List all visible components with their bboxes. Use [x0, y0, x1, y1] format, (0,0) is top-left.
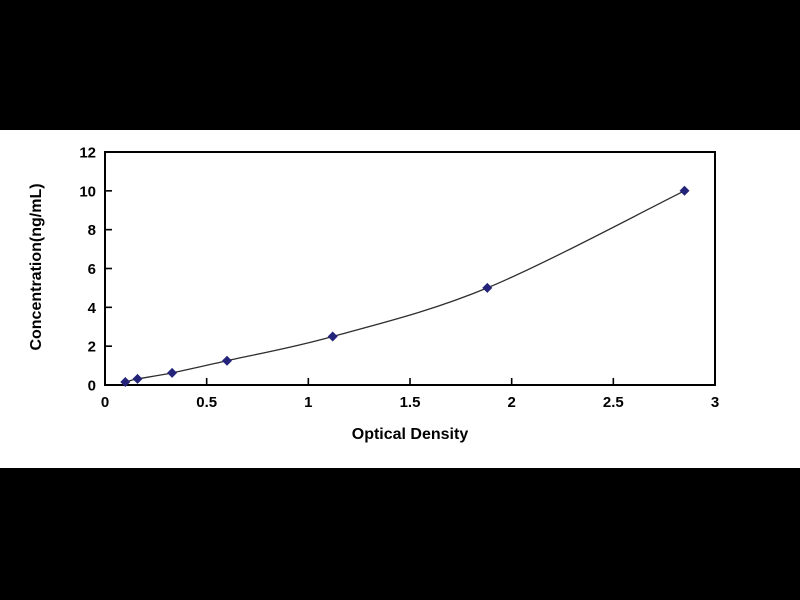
- x-tick-label: 2.5: [603, 394, 624, 411]
- x-axis-title: Optical Density: [351, 426, 469, 443]
- y-tick-label: 6: [88, 261, 96, 278]
- y-tick-label: 12: [79, 145, 96, 162]
- y-tick-label: 4: [88, 300, 97, 317]
- y-tick-label: 10: [79, 183, 96, 200]
- x-tick-label: 3: [711, 394, 719, 411]
- x-tick-label: 2: [507, 394, 515, 411]
- plot-border: [104, 151, 716, 386]
- chart-svg: 0 0.5 1 1.5 2 2.5 3 0 2 4 6 8 10 12: [79, 145, 719, 412]
- data-point-marker: [167, 367, 178, 378]
- y-tick-label: 0: [88, 378, 96, 395]
- data-point-marker: [482, 282, 493, 293]
- x-tick-label: 1.5: [400, 394, 421, 411]
- x-tick-label: 0.5: [196, 394, 217, 411]
- data-point-marker: [132, 373, 143, 384]
- series-line-standard-curve: [125, 190, 685, 383]
- chart-panel: 0 0.5 1 1.5 2 2.5 3 0 2 4 6 8 10 12 Optical Density C…: [0, 130, 800, 468]
- data-point-marker: [120, 377, 131, 387]
- data-point-marker: [679, 185, 690, 196]
- y-tick-label: 8: [88, 222, 96, 239]
- y-axis-title: Concentration(ng/mL): [28, 183, 45, 351]
- y-tick-label: 2: [88, 339, 96, 356]
- x-tick-label: 0: [101, 394, 109, 411]
- x-tick-label: 1: [304, 394, 312, 411]
- data-point-marker: [222, 355, 232, 366]
- data-point-marker: [327, 331, 338, 342]
